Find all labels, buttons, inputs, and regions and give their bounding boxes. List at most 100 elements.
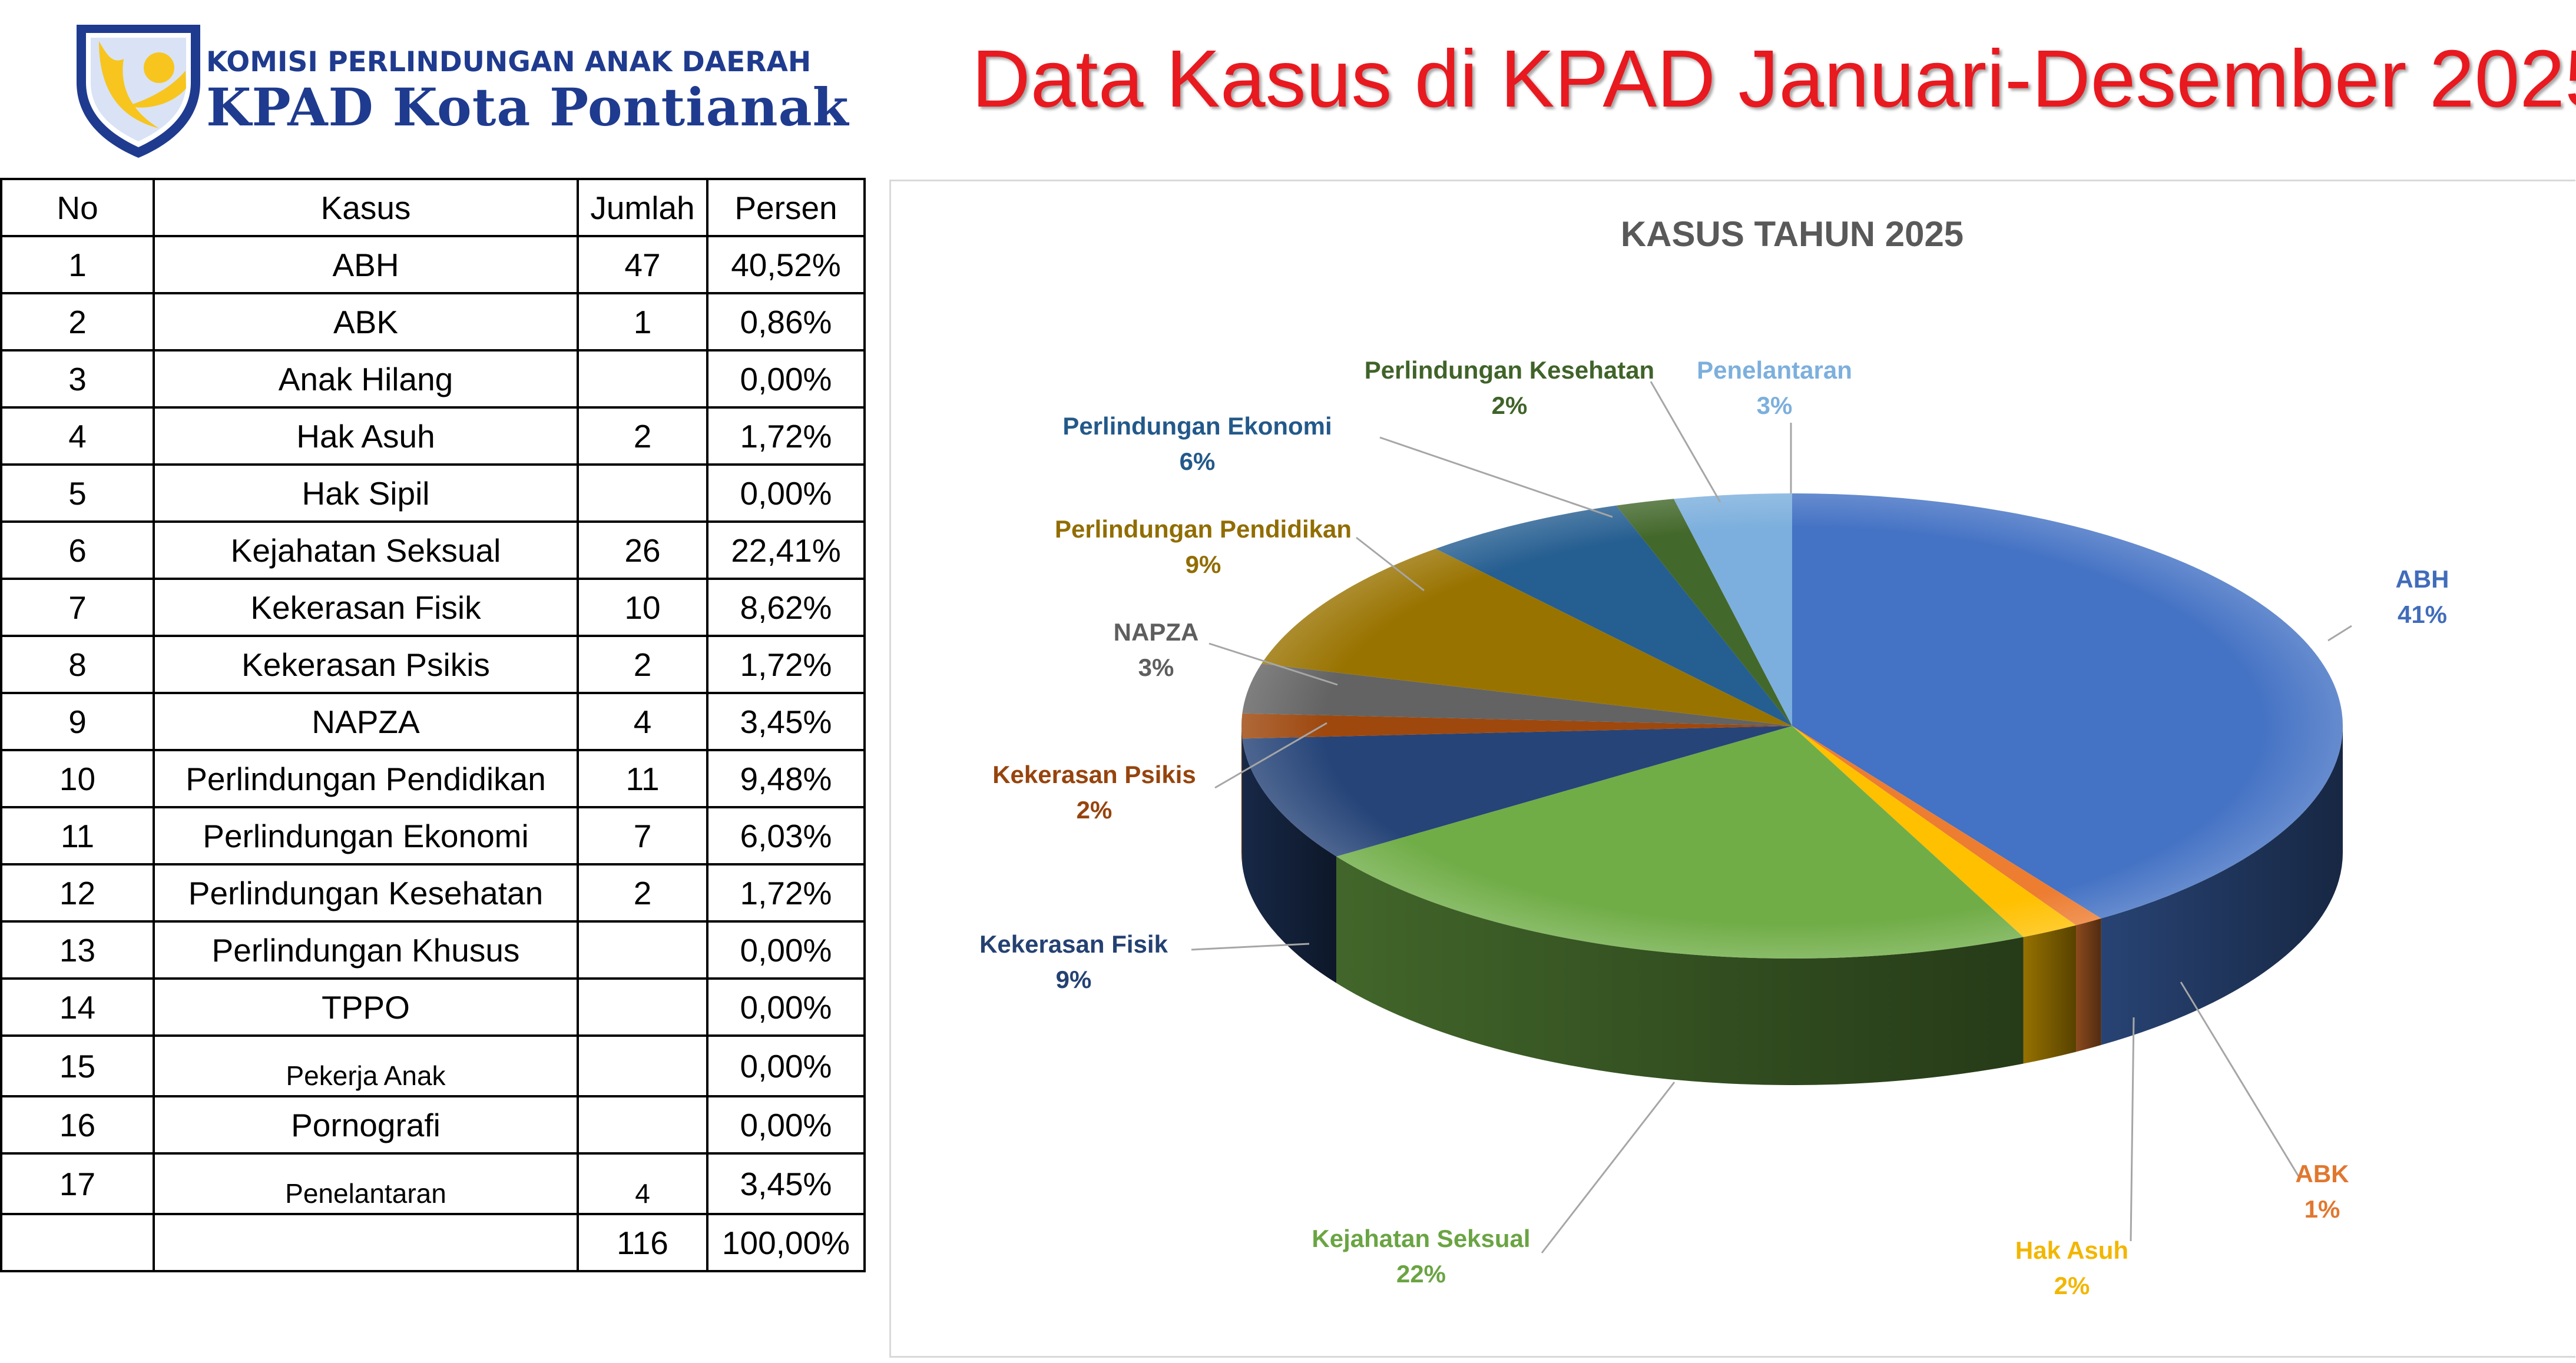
pie-side-shade-kekerasan-psikis [1241, 726, 1243, 865]
slice-label-perlindungan-ekonomi: Perlindungan Ekonomi [1062, 412, 1332, 440]
table-row: 17 Penelantaran 4 3,45% [0, 1152, 866, 1215]
cell-jumlah: 47 [577, 235, 708, 294]
leader-line-hak-asuh [2130, 1017, 2135, 1242]
cell-no: 12 [0, 863, 155, 923]
pie-labels: ABH 41% ABK 1% Hak Asuh 2% Kejahatan Seksual 22… [979, 356, 2449, 1299]
slice-percent-perlindungan-kesehatan: 2% [1492, 392, 1528, 419]
cell-persen: 0,00% [706, 920, 866, 980]
cell-no: 6 [0, 520, 155, 580]
cell-no: 4 [0, 406, 155, 466]
table-row: 8 Kekerasan Psikis 2 1,72% [0, 635, 866, 694]
cell-kasus: Perlindungan Kesehatan [153, 863, 579, 923]
pie-side-shade-abh [2101, 726, 2343, 1045]
cell-persen: 8,62% [706, 578, 866, 637]
cell-no: 8 [0, 635, 155, 694]
cell-jumlah: 7 [577, 806, 708, 865]
slice-percent-kejahatan-seksual: 22% [1396, 1260, 1446, 1288]
slice-label-napza: NAPZA [1114, 618, 1199, 646]
slice-percent-napza: 3% [1138, 654, 1174, 681]
cell-no: 3 [0, 349, 155, 409]
cell-persen: 0,00% [706, 349, 866, 409]
slice-percent-penelantaran: 3% [1757, 392, 1793, 419]
cell-no: 1 [0, 235, 155, 294]
cell-kasus: Perlindungan Khusus [153, 920, 579, 980]
cell-jumlah: 116 [577, 1213, 708, 1272]
table-row: 13 Perlindungan Khusus 0,00% [0, 920, 866, 980]
page-title: Data Kasus di KPAD Januari-Desember 2025 [972, 34, 2576, 124]
pie-side-shade-kejahatan-seksual [1336, 856, 2024, 1085]
logo-name: KPAD Kota Pontianak [206, 77, 849, 138]
slice-label-perlindungan-kesehatan: Perlindungan Kesehatan [1365, 356, 1654, 384]
slice-percent-hak-asuh: 2% [2054, 1272, 2090, 1299]
table-row: 6 Kejahatan Seksual 26 22,41% [0, 520, 866, 580]
pie-side-shade-hak-asuh [2023, 925, 2077, 1064]
slice-percent-abh: 41% [2398, 601, 2447, 628]
cell-kasus: Pekerja Anak [153, 1034, 579, 1097]
cell-jumlah: 4 [577, 692, 708, 751]
cell-jumlah [577, 349, 708, 409]
slice-label-kekerasan-psikis: Kekerasan Psikis [992, 761, 1196, 788]
cell-no: 11 [0, 806, 155, 865]
table-row: 1 ABH 47 40,52% [0, 235, 866, 294]
cell-persen: 1,72% [706, 406, 866, 466]
leader-line-napza [1208, 642, 1338, 686]
cell-no: 7 [0, 578, 155, 637]
table-row: 15 Pekerja Anak 0,00% [0, 1034, 866, 1097]
cell-persen: 0,00% [706, 1034, 866, 1097]
cell-jumlah: 2 [577, 406, 708, 466]
cell-kasus: Kekerasan Fisik [153, 578, 579, 637]
cell-jumlah: 2 [577, 863, 708, 923]
cell-kasus: Perlindungan Pendidikan [153, 749, 579, 808]
slice-label-perlindungan-pendidikan: Perlindungan Pendidikan [1055, 515, 1352, 543]
cell-persen: 1,72% [706, 635, 866, 694]
cell-kasus: NAPZA [153, 692, 579, 751]
table-row: 16 Pornografi 0,00% [0, 1095, 866, 1155]
pie-sides [1241, 726, 2343, 1085]
table-header-row: No Kasus Jumlah Persen [0, 178, 866, 237]
cell-no: 14 [0, 977, 155, 1037]
cell-jumlah: 26 [577, 520, 708, 580]
slice-percent-kekerasan-fisik: 9% [1056, 966, 1092, 993]
cell-kasus: Hak Asuh [153, 406, 579, 466]
pie-tops [1241, 493, 2343, 959]
case-table: No Kasus Jumlah Persen 1 ABH 47 40,52% 2 ABK 1… [0, 178, 866, 1272]
table-row: 12 Perlindungan Kesehatan 2 1,72% [0, 863, 866, 923]
leader-line-perlindungan-ekonomi [1379, 436, 1613, 518]
pie-chart: KASUS TAHUN 2025 ABH 41% ABK 1% Hak Asuh 2% Ke… [979, 214, 2449, 1299]
cell-no: 17 [0, 1152, 155, 1215]
table-row: 2 ABK 1 0,86% [0, 292, 866, 351]
header-jumlah: Jumlah [577, 178, 708, 237]
cell-kasus: ABK [153, 292, 579, 351]
cell-jumlah [577, 1034, 708, 1097]
cell-no: 9 [0, 692, 155, 751]
cell-kasus: Pornografi [153, 1095, 579, 1155]
table-row: 7 Kekerasan Fisik 10 8,62% [0, 578, 866, 637]
cell-no [0, 1213, 155, 1272]
cell-jumlah: 2 [577, 635, 708, 694]
cell-kasus: TPPO [153, 977, 579, 1037]
cell-jumlah [577, 977, 708, 1037]
slice-percent-perlindungan-ekonomi: 6% [1180, 447, 1216, 475]
cell-no: 15 [0, 1034, 155, 1097]
table-row: 9 NAPZA 4 3,45% [0, 692, 866, 751]
cell-kasus: ABH [153, 235, 579, 294]
table-row: 3 Anak Hilang 0,00% [0, 349, 866, 409]
table-row: 5 Hak Sipil 0,00% [0, 463, 866, 523]
cell-kasus: Penelantaran [153, 1152, 579, 1215]
table-row: 10 Perlindungan Pendidikan 11 9,48% [0, 749, 866, 808]
table-row: 11 Perlindungan Ekonomi 7 6,03% [0, 806, 866, 865]
cell-persen: 0,00% [706, 463, 866, 523]
cell-persen: 0,00% [706, 977, 866, 1037]
leader-line-kekerasan-fisik [1191, 943, 1310, 951]
header-kasus: Kasus [153, 178, 579, 237]
cell-persen: 0,00% [706, 1095, 866, 1155]
cell-persen: 6,03% [706, 806, 866, 865]
logo-subtitle: KOMISI PERLINDUNGAN ANAK DAERAH [206, 46, 812, 78]
cell-jumlah: 1 [577, 292, 708, 351]
table-row: 14 TPPO 0,00% [0, 977, 866, 1037]
table-row: 4 Hak Asuh 2 1,72% [0, 406, 866, 466]
cell-no: 2 [0, 292, 155, 351]
cell-jumlah: 11 [577, 749, 708, 808]
pie-chart-frame: KASUS TAHUN 2025 ABH 41% ABK 1% Hak Asuh 2% Ke… [889, 180, 2575, 1358]
slice-label-hak-asuh: Hak Asuh [2015, 1236, 2128, 1264]
